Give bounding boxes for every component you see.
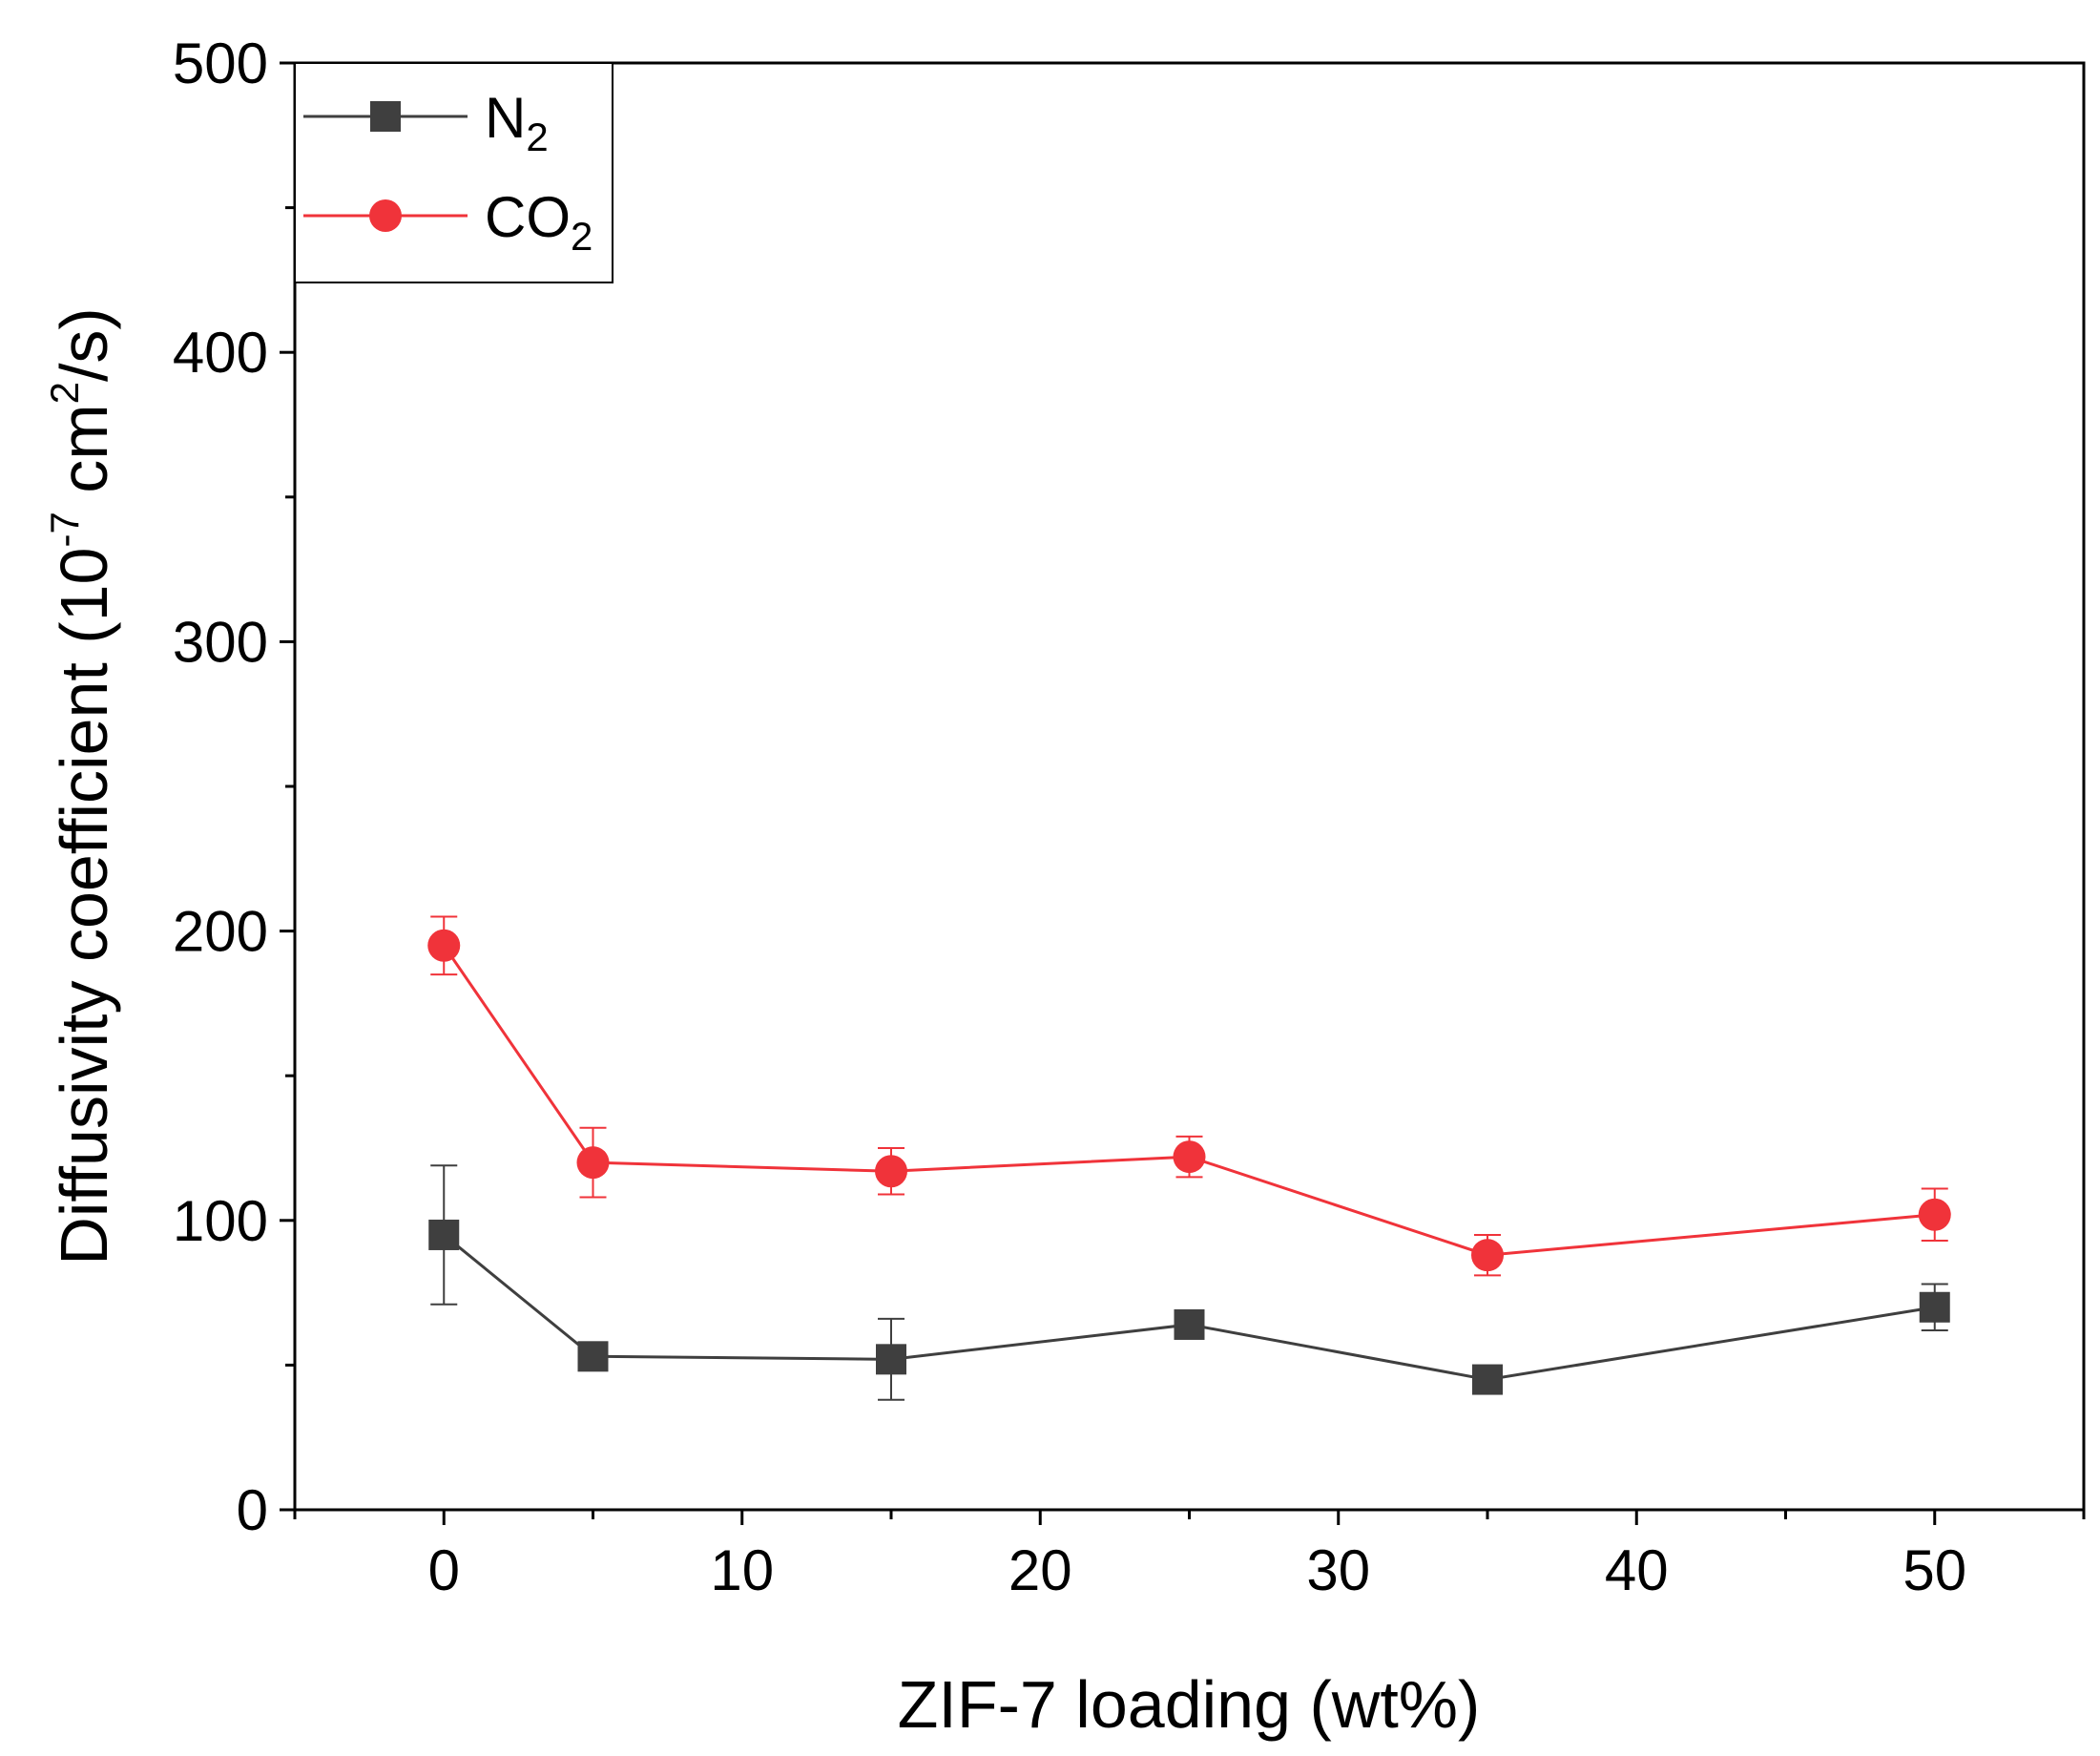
legend-label-co2-sub: 2	[571, 214, 593, 259]
x-tick-label: 0	[428, 1538, 460, 1602]
y-axis-title-mid: cm	[47, 404, 121, 512]
y-axis-title-exp: -7	[42, 512, 87, 547]
x-tick-label: 40	[1605, 1538, 1669, 1602]
data-point-co2	[1173, 1140, 1206, 1174]
data-point-co2	[427, 929, 461, 962]
legend-label-n2: N2	[485, 86, 549, 159]
data-point-n2	[1919, 1291, 1950, 1323]
data-point-n2	[876, 1344, 906, 1375]
series-line-n2	[443, 1233, 1935, 1382]
y-tick-label: 200	[173, 900, 268, 964]
y-axis-title-prefix: Diffusivity coefficient (10	[47, 548, 121, 1265]
legend: N2 CO2	[294, 62, 613, 283]
data-point-co2	[576, 1146, 610, 1180]
legend-label-co2-main: CO	[485, 185, 571, 249]
x-axis-ticks: 0 10 20 30 40 50	[293, 1510, 2086, 1602]
legend-marker-n2	[370, 101, 401, 132]
data-point-co2	[875, 1155, 907, 1188]
y-axis-title-suffix: /s)	[47, 307, 121, 382]
legend-box	[294, 62, 613, 283]
legend-label-n2-main: N	[485, 86, 526, 150]
data-point-n2	[577, 1341, 609, 1372]
y-axis-ticks: 0 100 200 300 400 500	[173, 31, 295, 1542]
x-tick-label: 50	[1902, 1538, 1966, 1602]
y-tick-label: 300	[173, 610, 268, 674]
y-tick-label: 0	[237, 1478, 268, 1542]
legend-label-co2: CO2	[485, 185, 593, 259]
y-axis-title-exp2: 2	[42, 382, 87, 404]
y-tick-label: 500	[173, 31, 268, 95]
x-tick-label: 10	[710, 1538, 774, 1602]
x-tick-label: 30	[1306, 1538, 1370, 1602]
data-point-n2	[1174, 1308, 1205, 1340]
series-line-co2	[443, 944, 1935, 1257]
y-tick-label: 100	[173, 1189, 268, 1253]
x-tick-label: 20	[1008, 1538, 1072, 1602]
legend-marker-co2	[369, 199, 402, 232]
x-axis-title: ZIF-7 loading (wt%)	[898, 1667, 1481, 1742]
y-axis-title: Diffusivity coefficient (10-7 cm2/s)	[42, 307, 121, 1265]
data-point-n2	[1472, 1364, 1503, 1395]
series-layer	[427, 915, 1951, 1401]
data-point-co2	[1471, 1239, 1504, 1272]
data-point-co2	[1918, 1198, 1951, 1231]
data-point-n2	[428, 1219, 460, 1250]
y-tick-label: 400	[173, 321, 268, 385]
legend-label-n2-sub: 2	[526, 115, 548, 159]
